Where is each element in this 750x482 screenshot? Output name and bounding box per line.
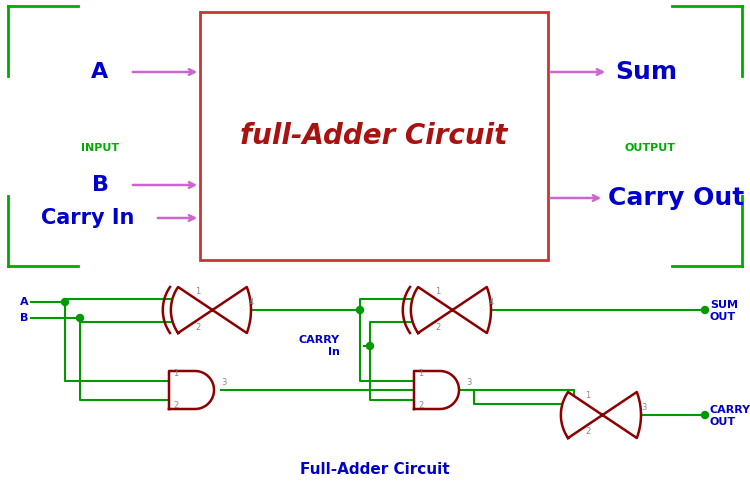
Text: 2: 2 xyxy=(173,401,178,410)
Circle shape xyxy=(701,307,709,313)
Text: A: A xyxy=(92,62,109,82)
Text: full-Adder Circuit: full-Adder Circuit xyxy=(240,122,508,150)
Circle shape xyxy=(76,314,83,321)
Text: 2: 2 xyxy=(195,322,200,332)
Text: Sum: Sum xyxy=(615,60,677,84)
Circle shape xyxy=(701,412,709,418)
Text: CARRY: CARRY xyxy=(710,405,750,415)
Text: 3: 3 xyxy=(221,378,226,387)
Text: 3: 3 xyxy=(641,403,646,412)
Text: 1: 1 xyxy=(435,286,440,295)
Text: 1: 1 xyxy=(195,286,200,295)
Circle shape xyxy=(367,343,374,349)
Text: OUTPUT: OUTPUT xyxy=(625,143,676,153)
Text: SUM: SUM xyxy=(710,300,738,310)
Text: Full-Adder Circuit: Full-Adder Circuit xyxy=(300,463,450,478)
Text: OUT: OUT xyxy=(710,417,736,427)
Text: INPUT: INPUT xyxy=(81,143,119,153)
Circle shape xyxy=(62,298,68,306)
Polygon shape xyxy=(171,287,251,333)
Text: A: A xyxy=(20,297,28,307)
Text: 4: 4 xyxy=(249,298,254,307)
Text: CARRY
In: CARRY In xyxy=(298,335,340,357)
Text: OUT: OUT xyxy=(710,312,736,322)
Text: 3: 3 xyxy=(466,378,471,387)
Text: 2: 2 xyxy=(435,322,440,332)
Text: 4: 4 xyxy=(489,298,494,307)
Text: 2: 2 xyxy=(418,401,423,410)
Text: 1: 1 xyxy=(418,369,423,377)
Text: 1: 1 xyxy=(173,369,178,377)
Text: Carry Out: Carry Out xyxy=(608,186,744,210)
Text: 1: 1 xyxy=(585,391,590,401)
Polygon shape xyxy=(414,371,459,409)
Text: Carry In: Carry In xyxy=(41,208,135,228)
Circle shape xyxy=(356,307,364,313)
FancyBboxPatch shape xyxy=(200,12,548,260)
Polygon shape xyxy=(169,371,214,409)
Text: B: B xyxy=(20,313,28,323)
Text: 2: 2 xyxy=(585,428,590,437)
Polygon shape xyxy=(561,392,641,438)
Polygon shape xyxy=(411,287,491,333)
Text: B: B xyxy=(92,175,109,195)
